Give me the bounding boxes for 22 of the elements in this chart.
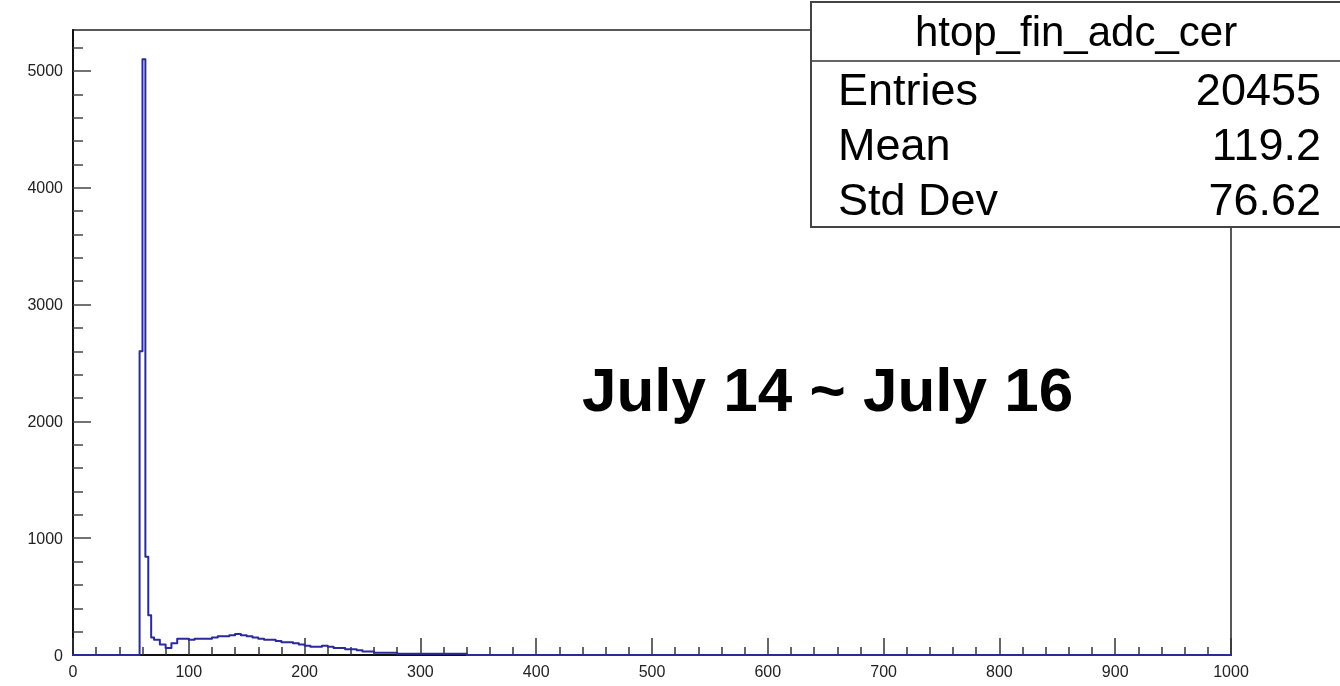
chart-title: htop_fin_adc_cer [812, 3, 1340, 62]
x-tick-label: 100 [175, 662, 203, 680]
x-tick-label: 300 [407, 662, 434, 680]
x-tick-label: 0 [68, 662, 78, 680]
text: Mean 119.2 [838, 119, 1321, 170]
x-tick-label: 200 [291, 662, 319, 680]
x-tick-label: 800 [986, 662, 1013, 680]
x-tick-label: 700 [870, 662, 898, 680]
y-tick-label: 1000 [27, 529, 64, 547]
text: Entries 20455 [838, 64, 1321, 115]
annotation: July 14 ~ July 16 [582, 355, 1074, 424]
x-tick-label: 900 [1101, 662, 1129, 680]
x-tick-label: 1000 [1213, 662, 1249, 680]
y-tick-label: 5000 [27, 62, 64, 80]
y-tick-label: 0 [54, 646, 64, 664]
y-tick-label: 3000 [27, 296, 64, 314]
x-tick-label: 600 [754, 662, 782, 680]
x-tick-label: 500 [638, 662, 666, 680]
text: Std Dev 76.62 [838, 174, 1321, 225]
y-tick-label: 2000 [27, 412, 64, 430]
x-tick-label: 400 [522, 662, 550, 680]
y-tick-label: 4000 [27, 179, 64, 197]
